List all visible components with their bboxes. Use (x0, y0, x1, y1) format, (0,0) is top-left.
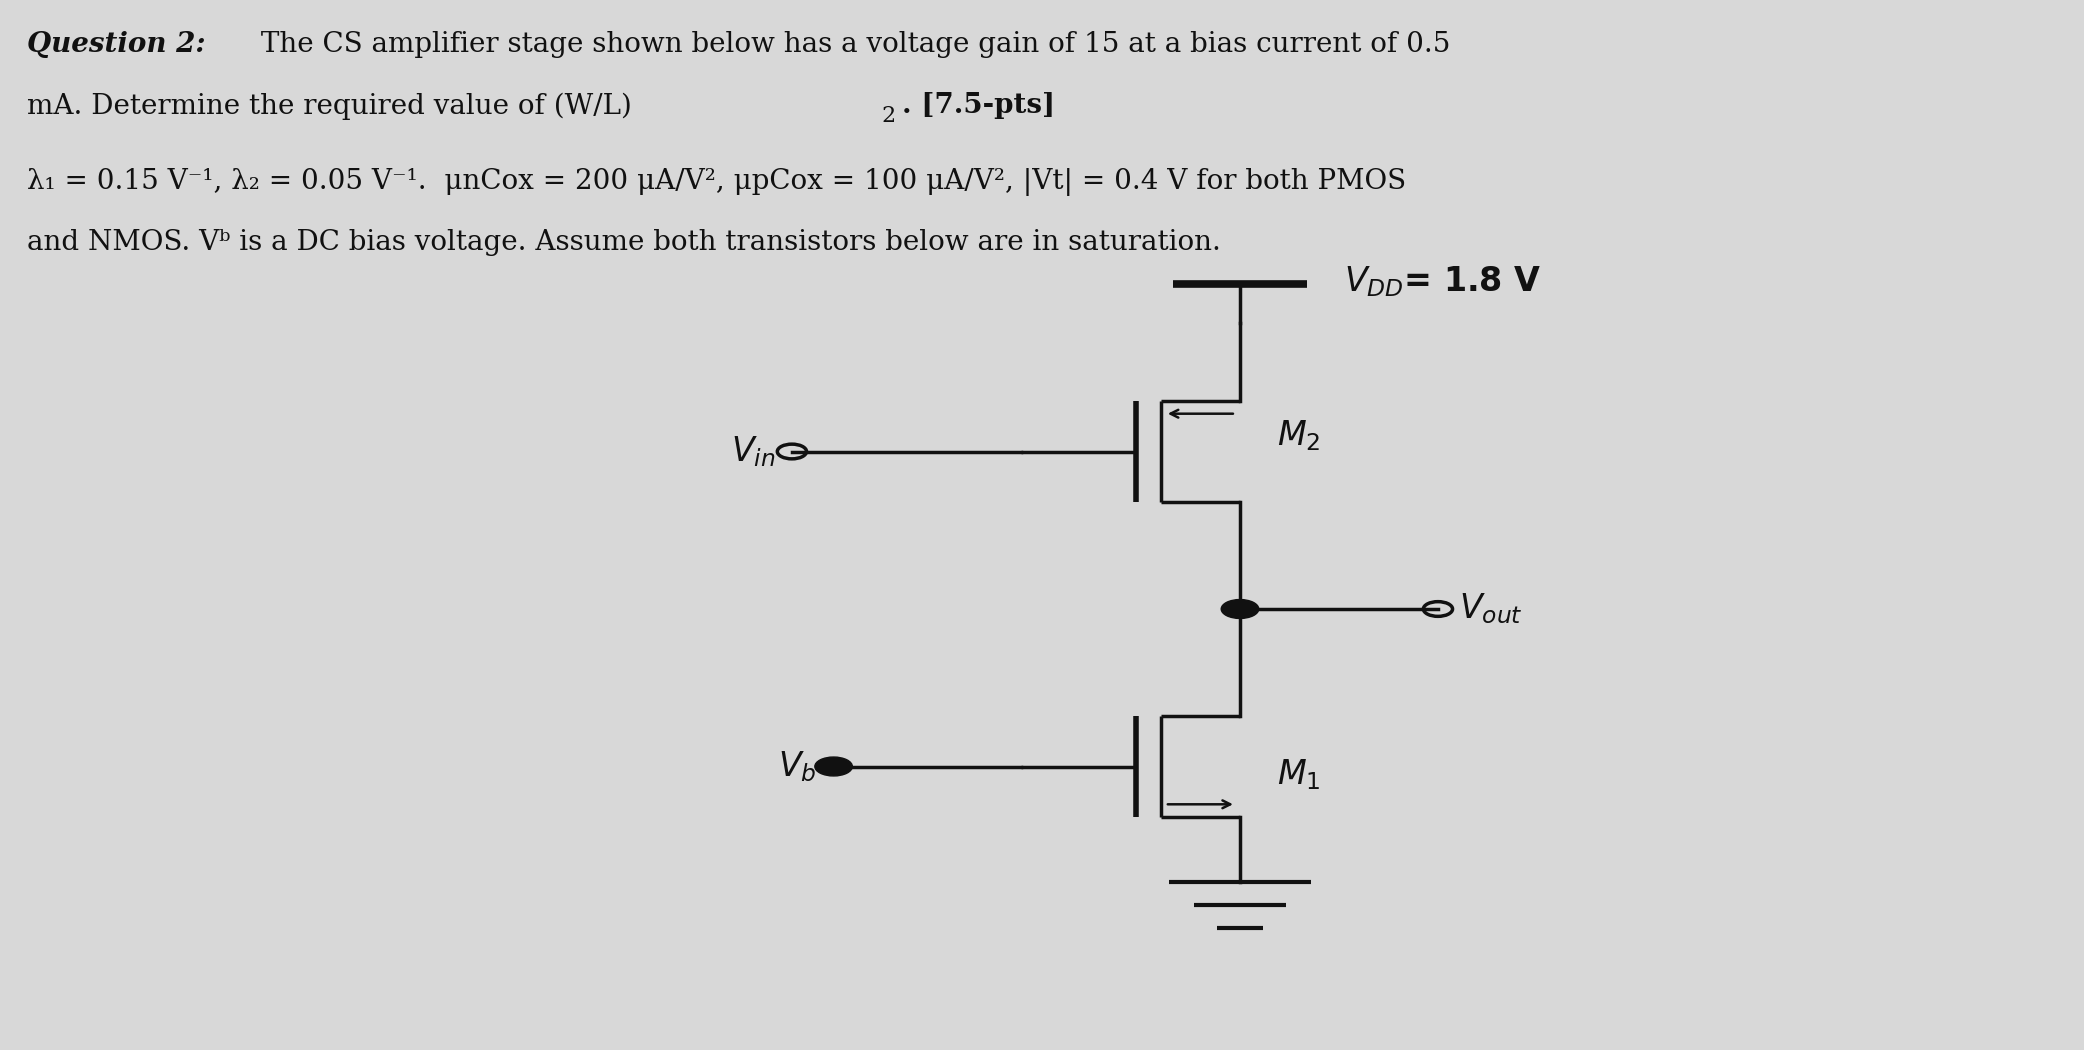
Text: Question 2:: Question 2: (27, 32, 206, 59)
Text: The CS amplifier stage shown below has a voltage gain of 15 at a bias current of: The CS amplifier stage shown below has a… (252, 32, 1450, 59)
Text: $V_{in}$: $V_{in}$ (731, 434, 775, 469)
Text: $V_{DD}$= 1.8 V: $V_{DD}$= 1.8 V (1344, 264, 1542, 299)
Text: $M_2$: $M_2$ (1277, 418, 1321, 454)
Text: λ₁ = 0.15 V⁻¹, λ₂ = 0.05 V⁻¹.  μnCox = 200 μA/V², μpCox = 100 μA/V², |Vt| = 0.4 : λ₁ = 0.15 V⁻¹, λ₂ = 0.05 V⁻¹. μnCox = 20… (27, 168, 1407, 196)
Text: 2: 2 (882, 105, 896, 127)
Text: mA. Determine the required value of (W/L): mA. Determine the required value of (W/L… (27, 92, 631, 120)
Text: $V_{out}$: $V_{out}$ (1459, 591, 1523, 627)
Text: $V_b$: $V_b$ (779, 749, 817, 784)
Circle shape (1221, 600, 1259, 618)
Circle shape (815, 757, 852, 776)
Text: . [7.5-pts]: . [7.5-pts] (902, 92, 1055, 120)
Text: $M_1$: $M_1$ (1277, 757, 1321, 793)
Text: and NMOS. Vᵇ is a DC bias voltage. Assume both transistors below are in saturati: and NMOS. Vᵇ is a DC bias voltage. Assum… (27, 229, 1221, 256)
